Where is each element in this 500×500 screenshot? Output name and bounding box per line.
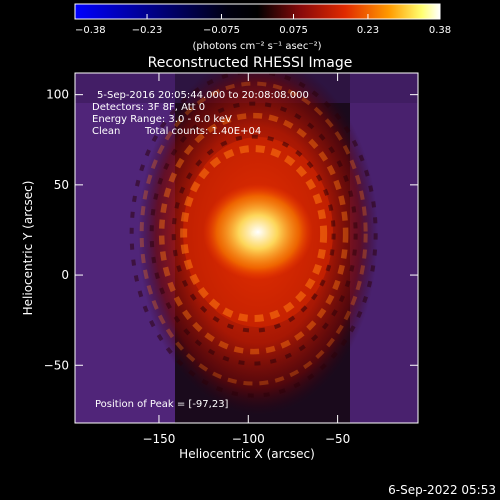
- colorbar-tick-label: −0.38: [75, 25, 106, 36]
- colorbar-ticks: −0.38 −0.23 −0.075 0.075 0.23 0.38: [74, 3, 451, 36]
- colorbar-tick-label: −0.23: [132, 25, 163, 36]
- x-axis-label: Heliocentric X (arcsec): [179, 447, 315, 461]
- annotation-peak: Position of Peak = [-97,23]: [95, 399, 229, 410]
- x-tick-label: −50: [325, 432, 350, 446]
- annotation-detectors: Detectors: 3F 8F, Att 0: [92, 102, 205, 113]
- y-tick-label: 100: [46, 88, 69, 102]
- ripple-ring: [139, 81, 368, 386]
- ripple-ring-dark: [129, 73, 378, 398]
- colorbar: [75, 4, 440, 19]
- annotation-energy: Energy Range: 3.0 - 6.0 keV: [92, 114, 232, 125]
- heatmap-image: [75, 73, 418, 423]
- ripple-ring-dark: [149, 101, 358, 366]
- colorbar-frame: [74, 3, 441, 20]
- ripple-ring-dark: [171, 134, 336, 333]
- y-axis-label: Heliocentric Y (arcsec): [21, 181, 35, 316]
- ripple-ring: [180, 145, 328, 323]
- footer-date: 6-Sep-2022 05:53: [388, 483, 496, 497]
- colorbar-tick-label: 0.23: [357, 25, 379, 36]
- x-axis-ticks: −150 −100 −50: [142, 73, 350, 446]
- y-tick-label: −50: [44, 358, 69, 372]
- annotation-time: 5-Sep-2016 20:05:44.000 to 20:08:08.000: [97, 90, 309, 101]
- colorbar-tick-label: −0.075: [203, 25, 240, 36]
- y-axis-ticks: −50 0 50 100: [44, 88, 418, 372]
- y-tick-label: 0: [61, 268, 69, 282]
- colorbar-unit-label: (photons cm⁻² s⁻¹ asec⁻²): [192, 41, 321, 52]
- chart-title: Reconstructed RHESSI Image: [148, 55, 353, 71]
- x-tick-label: −150: [142, 432, 175, 446]
- colorbar-tick-label: 0.38: [429, 25, 451, 36]
- plot-frame: [74, 72, 419, 424]
- annotation-method: Clean: [92, 126, 120, 137]
- colorbar-tick-label: 0.075: [279, 25, 308, 36]
- ripple-ring: [158, 112, 349, 355]
- annotation-counts: Total counts: 1.40E+04: [144, 126, 261, 137]
- x-tick-label: −100: [232, 432, 265, 446]
- y-tick-label: 50: [54, 178, 69, 192]
